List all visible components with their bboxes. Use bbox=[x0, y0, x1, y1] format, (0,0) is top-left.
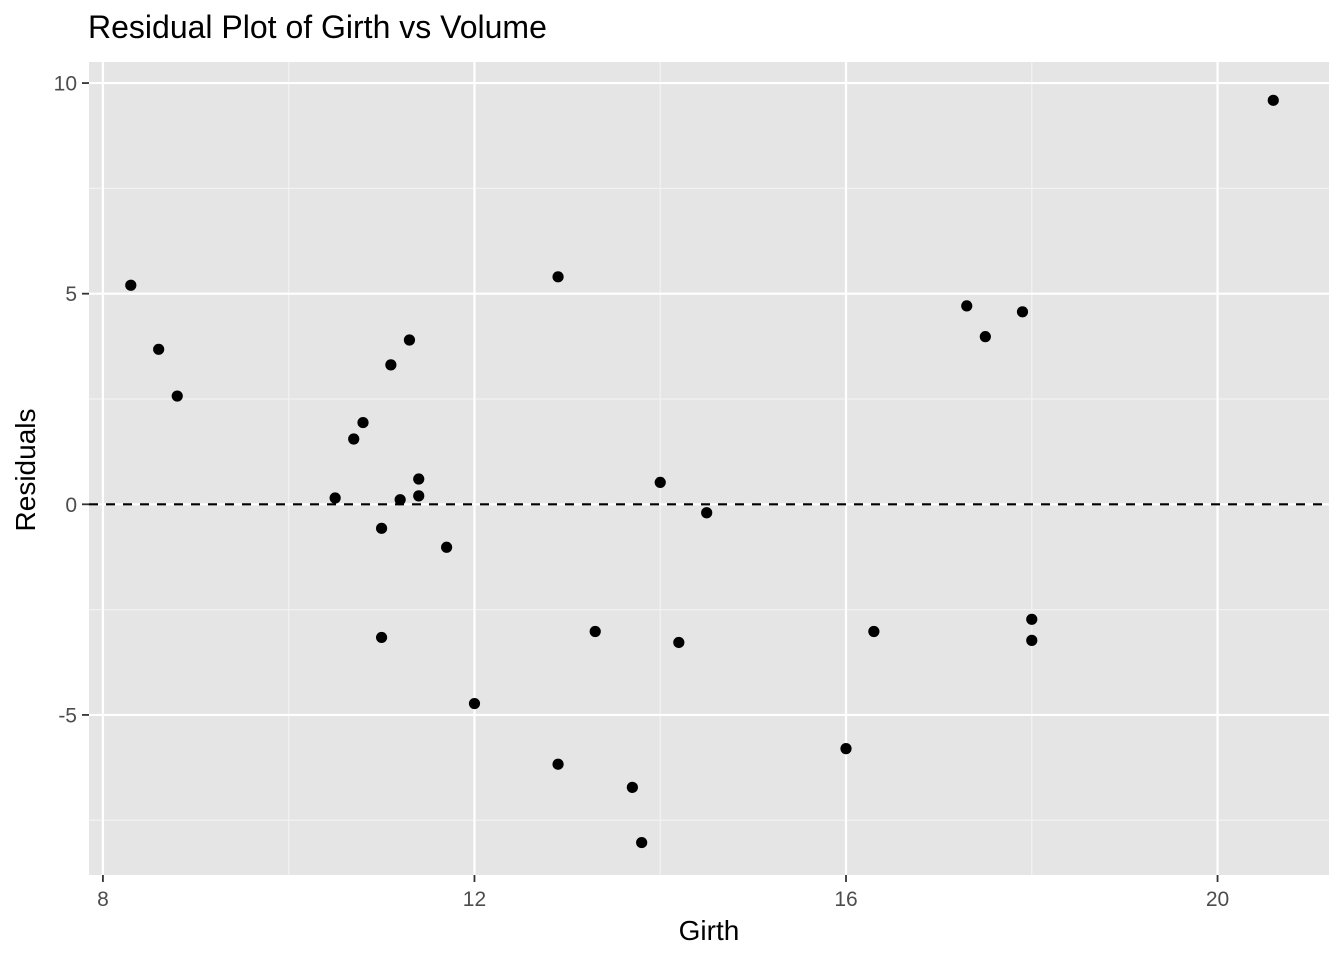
data-point bbox=[589, 625, 601, 638]
data-point bbox=[348, 433, 360, 445]
data-point bbox=[385, 359, 397, 371]
data-point bbox=[552, 271, 564, 283]
x-tick-label: 12 bbox=[463, 888, 486, 911]
data-point bbox=[1267, 94, 1279, 106]
x-tick-label: 8 bbox=[97, 888, 109, 911]
data-point bbox=[413, 473, 425, 485]
data-point bbox=[357, 416, 369, 429]
data-point bbox=[125, 279, 137, 291]
y-tick-label: 5 bbox=[65, 283, 77, 306]
data-point bbox=[441, 541, 453, 553]
data-point bbox=[1016, 306, 1029, 318]
y-tick-label: 10 bbox=[54, 73, 77, 96]
data-point bbox=[171, 390, 183, 402]
y-axis-title: Residuals bbox=[10, 409, 41, 532]
y-tick-label: -5 bbox=[58, 704, 77, 727]
data-point bbox=[840, 743, 852, 755]
data-point bbox=[153, 343, 165, 355]
data-point bbox=[673, 636, 685, 649]
x-axis-title: Girth bbox=[679, 915, 740, 946]
data-point bbox=[1026, 634, 1038, 646]
data-point bbox=[626, 781, 638, 793]
data-point bbox=[468, 697, 481, 710]
minor-gridlines bbox=[89, 62, 1329, 875]
chart-title: Residual Plot of Girth vs Volume bbox=[88, 9, 547, 45]
data-point bbox=[961, 300, 973, 312]
x-axis: 8 12 16 20 bbox=[97, 875, 1229, 911]
data-point bbox=[654, 476, 666, 489]
data-point bbox=[552, 758, 564, 770]
data-point bbox=[375, 522, 388, 534]
data-point bbox=[413, 490, 425, 502]
data-point bbox=[403, 334, 416, 346]
x-tick-label: 20 bbox=[1206, 888, 1229, 911]
data-point bbox=[329, 492, 341, 504]
y-axis: -5 0 5 10 bbox=[54, 73, 89, 727]
data-point bbox=[636, 836, 648, 849]
data-point bbox=[868, 625, 880, 638]
x-tick-label: 16 bbox=[834, 888, 857, 911]
data-points bbox=[125, 94, 1279, 849]
data-point bbox=[394, 494, 406, 506]
data-point bbox=[701, 507, 713, 519]
data-point bbox=[979, 331, 991, 343]
plot-panel bbox=[89, 62, 1329, 875]
data-point bbox=[1026, 613, 1038, 625]
y-tick-label: 0 bbox=[65, 494, 77, 517]
data-point bbox=[375, 631, 388, 644]
